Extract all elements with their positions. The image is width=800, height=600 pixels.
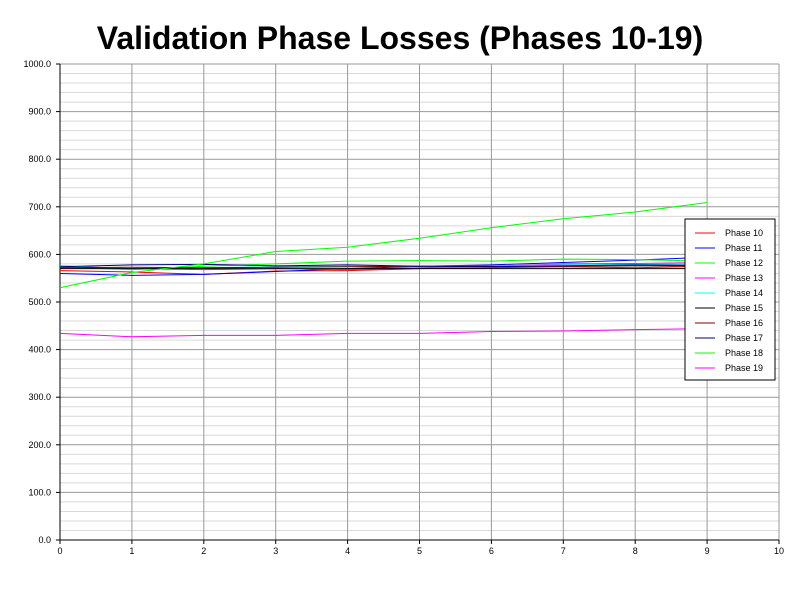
series-line-phase-17 — [59, 263, 708, 268]
legend-label-phase-16: Phase 16 — [725, 318, 763, 328]
x-tick-label: 7 — [561, 546, 566, 556]
y-tick-label: 900.0 — [28, 107, 51, 117]
x-tick-label: 3 — [273, 546, 278, 556]
x-axis-ticks: 0 1 2 3 4 5 6 7 8 9 10 — [57, 540, 784, 556]
x-tick-label: 2 — [201, 546, 206, 556]
series-line-phase-11 — [59, 256, 708, 276]
major-grid — [60, 63, 780, 540]
x-tick-label: 6 — [489, 546, 494, 556]
x-tick-label: 10 — [774, 546, 784, 556]
y-tick-label: 400.0 — [28, 345, 51, 355]
x-tick-label: 1 — [129, 546, 134, 556]
y-tick-label: 800.0 — [28, 154, 51, 164]
legend-label-phase-15: Phase 15 — [725, 303, 763, 313]
x-tick-label: 9 — [705, 546, 710, 556]
y-tick-label: 200.0 — [28, 440, 51, 450]
y-tick-label: 100.0 — [28, 487, 51, 497]
x-tick-label: 0 — [57, 546, 62, 556]
y-tick-label: 600.0 — [28, 249, 51, 259]
series-line-phase-18 — [59, 202, 708, 289]
legend-label-phase-19: Phase 19 — [725, 363, 763, 373]
legend-label-phase-10: Phase 10 — [725, 228, 763, 238]
y-tick-label: 1000.0 — [23, 59, 51, 69]
series-lines — [59, 202, 708, 338]
y-tick-label: 0.0 — [38, 535, 51, 545]
legend-label-phase-17: Phase 17 — [725, 333, 763, 343]
x-tick-label: 5 — [417, 546, 422, 556]
y-tick-label: 300.0 — [28, 392, 51, 402]
legend-label-phase-18: Phase 18 — [725, 348, 763, 358]
y-axis-ticks: 0.0 100.0 200.0 300.0 400.0 500.0 600.0 700.0 80… — [23, 59, 60, 545]
series-line-phase-16 — [59, 265, 708, 269]
x-tick-label: 4 — [345, 546, 350, 556]
series-line-phase-10 — [59, 265, 708, 275]
legend: Phase 10 Phase 11 Phase 12 Phase 13 Phase 14… — [684, 218, 776, 381]
legend-label-phase-13: Phase 13 — [725, 273, 763, 283]
y-tick-label: 500.0 — [28, 297, 51, 307]
chart-title: Validation Phase Losses (Phases 10-19) — [96, 20, 704, 56]
legend-label-phase-11: Phase 11 — [725, 243, 762, 253]
legend-label-phase-14: Phase 14 — [725, 288, 763, 298]
legend-label-phase-12: Phase 12 — [725, 258, 763, 268]
x-tick-label: 8 — [633, 546, 638, 556]
y-tick-label: 700.0 — [28, 202, 51, 212]
series-line-phase-19 — [59, 328, 708, 338]
